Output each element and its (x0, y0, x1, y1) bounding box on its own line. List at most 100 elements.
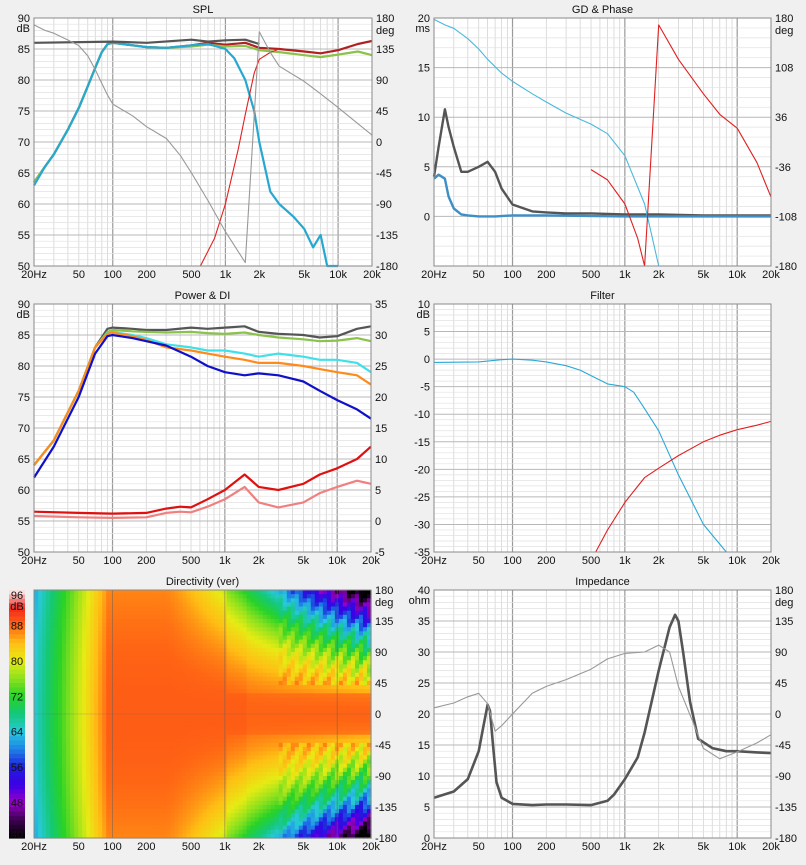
heatmap-cell (299, 830, 304, 835)
heatmap-cell (170, 702, 175, 707)
heatmap-cell (239, 702, 244, 707)
heatmap-cell (291, 689, 296, 694)
heatmap-cell (203, 693, 208, 698)
heatmap-cell (158, 602, 163, 607)
heatmap-cell (38, 788, 43, 793)
heatmap-cell (38, 648, 43, 653)
heatmap-cell (118, 673, 123, 678)
heatmap-cell (178, 772, 183, 777)
heatmap-cell (311, 718, 316, 723)
heatmap-cell (118, 590, 123, 595)
heatmap-cell (66, 681, 71, 686)
heatmap-cell (46, 673, 51, 678)
heatmap-cell (166, 648, 171, 653)
heatmap-cell (182, 644, 187, 649)
heatmap-cell (178, 826, 183, 831)
heatmap-cell (271, 817, 276, 822)
heatmap-cell (195, 623, 200, 628)
heatmap-cell (106, 731, 111, 736)
heatmap-cell (82, 743, 87, 748)
heatmap-cell (74, 656, 79, 661)
spl-xtick: 100 (104, 269, 122, 281)
heatmap-cell (98, 801, 103, 806)
heatmap-cell (162, 636, 167, 641)
heatmap-cell (239, 594, 244, 599)
heatmap-cell (319, 644, 324, 649)
heatmap-cell (219, 731, 224, 736)
heatmap-cell (299, 747, 304, 752)
heatmap-cell (203, 768, 208, 773)
heatmap-cell (219, 784, 224, 789)
heatmap-cell (150, 702, 155, 707)
heatmap-cell (142, 631, 147, 636)
heatmap-cell (295, 702, 300, 707)
heatmap-cell (315, 677, 320, 682)
heatmap-cell (58, 590, 63, 595)
heatmap-cell (247, 656, 252, 661)
heatmap-cell (182, 776, 187, 781)
heatmap-cell (46, 739, 51, 744)
heatmap-cell (50, 673, 55, 678)
heatmap-cell (54, 631, 59, 636)
heatmap-cell (259, 611, 264, 616)
heatmap-cell (319, 677, 324, 682)
heatmap-cell (146, 739, 151, 744)
heatmap-cell (235, 726, 240, 731)
heatmap-cell (122, 660, 127, 665)
heatmap-cell (142, 623, 147, 628)
heatmap-cell (239, 780, 244, 785)
heatmap-cell (279, 747, 284, 752)
heatmap-cell (299, 640, 304, 645)
heatmap-cell (114, 652, 119, 657)
heatmap-cell (82, 735, 87, 740)
heatmap-cell (215, 714, 220, 719)
heatmap-cell (114, 590, 119, 595)
heatmap-cell (287, 830, 292, 835)
heatmap-cell (142, 830, 147, 835)
heatmap-cell (162, 768, 167, 773)
heatmap-cell (182, 623, 187, 628)
heatmap-cell (102, 602, 107, 607)
heatmap-cell (287, 706, 292, 711)
heatmap-cell (303, 735, 308, 740)
heatmap-cell (323, 722, 328, 727)
heatmap-cell (299, 702, 304, 707)
heatmap-cell (70, 636, 75, 641)
heatmap-cell (90, 788, 95, 793)
heatmap-cell (327, 615, 332, 620)
heatmap-cell (303, 615, 308, 620)
heatmap-cell (74, 793, 79, 798)
heatmap-cell (90, 598, 95, 603)
heatmap-cell (54, 801, 59, 806)
heatmap-cell (126, 669, 131, 674)
heatmap-cell (138, 714, 143, 719)
heatmap-cell (207, 760, 212, 765)
heatmap-cell (130, 611, 135, 616)
heatmap-cell (102, 615, 107, 620)
heatmap-cell (126, 776, 131, 781)
heatmap-cell (243, 735, 248, 740)
heatmap-cell (122, 822, 127, 827)
heatmap-cell (86, 718, 91, 723)
heatmap-cell (307, 631, 312, 636)
heatmap-cell (50, 797, 55, 802)
heatmap-cell (46, 664, 51, 669)
heatmap-cell (90, 640, 95, 645)
heatmap-cell (134, 813, 139, 818)
heatmap-cell (319, 681, 324, 686)
heatmap-cell (327, 631, 332, 636)
heatmap-cell (303, 681, 308, 686)
heatmap-cell (118, 693, 123, 698)
heatmap-cell (303, 685, 308, 690)
heatmap-cell (114, 706, 119, 711)
heatmap-cell (90, 772, 95, 777)
heatmap-cell (211, 611, 216, 616)
heatmap-cell (299, 805, 304, 810)
heatmap-cell (98, 706, 103, 711)
heatmap-cell (34, 805, 39, 810)
heatmap-cell (319, 735, 324, 740)
heatmap-cell (243, 801, 248, 806)
heatmap-cell (106, 702, 111, 707)
heatmap-cell (267, 764, 272, 769)
heatmap-cell (263, 784, 268, 789)
